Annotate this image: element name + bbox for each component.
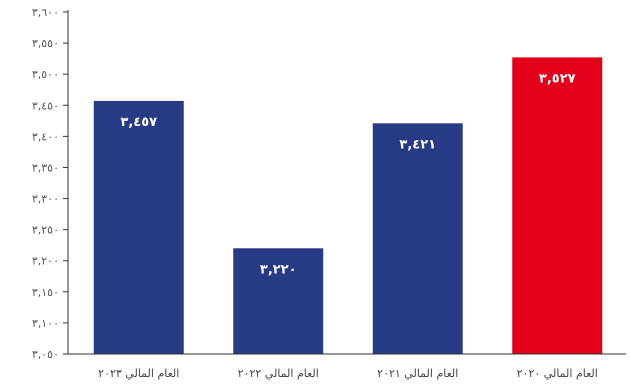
category-label: العام المالي ٢٠٢٢: [238, 367, 319, 380]
bar: [93, 100, 184, 354]
y-tick-label: ٣,٤٠٠: [32, 130, 59, 143]
category-label: العام المالي ٢٠٢٣: [98, 367, 179, 380]
bar: [372, 123, 463, 355]
data-label: ٣,٥٢٧: [539, 71, 576, 86]
y-tick-label: ٣,٢٥٠: [32, 224, 59, 237]
y-tick-label: ٣,٢٠٠: [32, 255, 59, 268]
y-tick-label: ٣,١٠٠: [32, 317, 59, 330]
data-label: ٣,٢٢٠: [260, 262, 297, 277]
bar: [512, 57, 603, 354]
bars: ٣,٤٥٧ ٣,٢٢٠ ٣,٤٢١ ٣,٥٢٧: [93, 57, 603, 355]
y-tick-label: ٣,٤٥٠: [32, 99, 59, 112]
category-label: العام المالي ٢٠٢٠: [517, 367, 598, 380]
y-tick-label: ٣,٠٥٠: [32, 348, 59, 361]
y-tick-label: ٣,١٥٠: [32, 286, 59, 299]
category-label: العام المالي ٢٠٢١: [377, 367, 458, 380]
x-axis: العام المالي ٢٠٢٣ العام المالي ٢٠٢٢ العام …: [68, 353, 626, 380]
y-tick-label: ٣,٣٥٠: [32, 161, 59, 174]
bar: [233, 248, 324, 354]
y-tick-label: ٣,٦٠٠: [32, 6, 59, 19]
data-label: ٣,٤٥٧: [120, 115, 157, 130]
data-label: ٣,٤٢١: [399, 137, 436, 152]
y-tick-label: ٣,٥٠٠: [32, 68, 59, 81]
y-tick-label: ٣,٣٠٠: [32, 193, 59, 206]
y-axis: ٣,٠٥٠ ٣,١٠٠ ٣,١٥٠ ٣,٢٠٠ ٣,٢٥٠ ٣,٣٠٠ ٣,٣٥٠ ٣,٤٠٠…: [32, 6, 69, 361]
y-tick-label: ٣,٥٥٠: [32, 37, 59, 50]
